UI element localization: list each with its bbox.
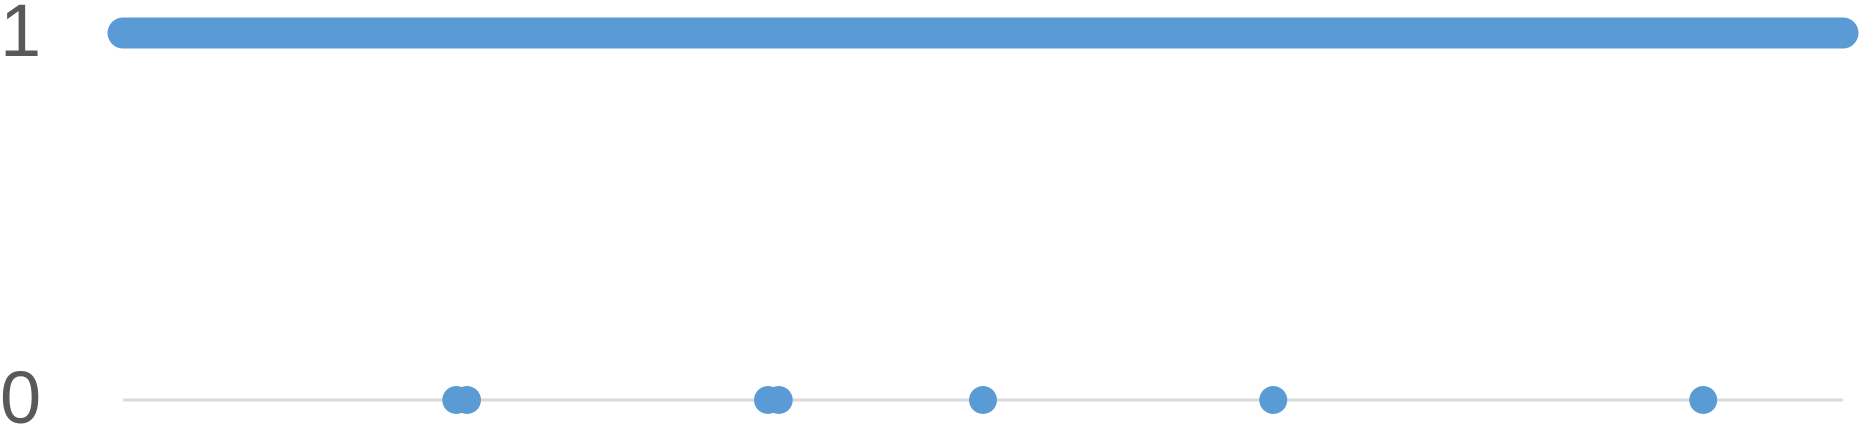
y-tick-label-1: 1	[0, 0, 41, 72]
y-tick-label-0: 0	[0, 356, 41, 428]
zero-marker-4	[969, 386, 997, 414]
zero-marker-3	[764, 386, 793, 414]
zero-marker-6	[1689, 386, 1718, 414]
zero-marker-layer	[442, 386, 1718, 414]
zero-marker-1	[453, 386, 481, 414]
y-axis: 01	[0, 0, 41, 428]
zero-marker-5	[1259, 386, 1288, 414]
